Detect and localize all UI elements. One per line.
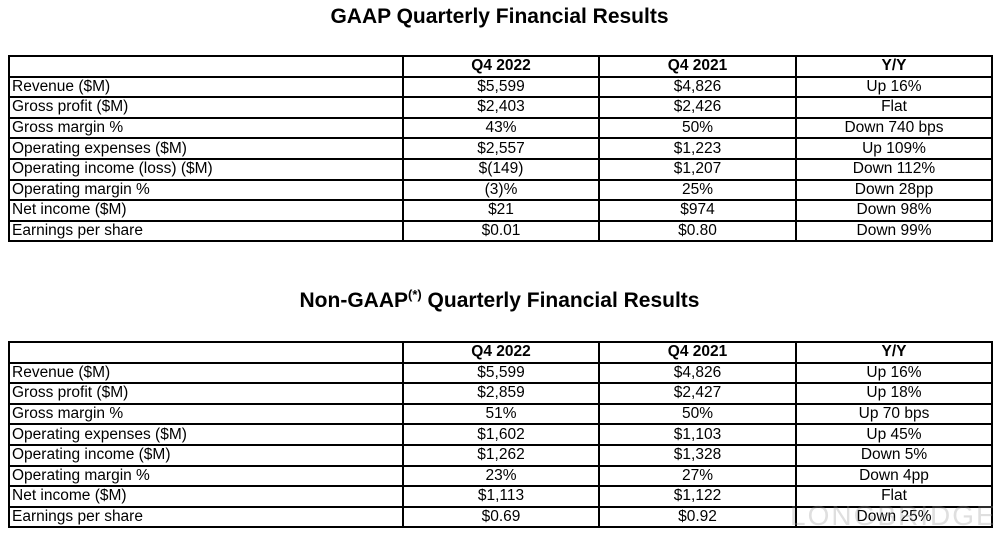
table-cell: 51% xyxy=(402,402,600,426)
column-header: Y/Y xyxy=(795,55,993,78)
non-gaap-title: Non-GAAP(*) Quarterly Financial Results xyxy=(0,287,999,313)
table-row: Operating margin % 23% 27% Down 4pp xyxy=(8,464,993,488)
header-row: Q4 2022 Q4 2021 Y/Y xyxy=(8,341,993,364)
table-cell: $2,427 xyxy=(598,382,797,405)
row-label: Net income ($M) xyxy=(8,199,404,222)
column-header: Q4 2022 xyxy=(402,55,600,78)
table-cell: Up 16% xyxy=(795,361,993,385)
table-cell: $1,103 xyxy=(598,423,797,446)
table-cell: $2,426 xyxy=(598,96,797,119)
table-cell: 25% xyxy=(598,178,797,202)
table-row: Gross profit ($M) $2,859 $2,427 Up 18% xyxy=(8,382,993,405)
table-row: Operating margin % (3)% 25% Down 28pp xyxy=(8,178,993,202)
row-label: Operating expenses ($M) xyxy=(8,137,404,160)
table-row: Revenue ($M) $5,599 $4,826 Up 16% xyxy=(8,361,993,385)
table-cell: $0.80 xyxy=(598,219,797,243)
row-label: Earnings per share xyxy=(8,219,404,243)
row-label: Operating expenses ($M) xyxy=(8,423,404,446)
title-suffix: Quarterly Financial Results xyxy=(421,289,700,312)
row-label: Net income ($M) xyxy=(8,485,404,508)
table-cell: Down 5% xyxy=(795,443,993,467)
column-header: Q4 2021 xyxy=(598,341,797,364)
table-cell: $0.92 xyxy=(598,505,797,529)
table-cell: $(149) xyxy=(402,157,600,181)
table-cell: 50% xyxy=(598,116,797,140)
column-header xyxy=(8,341,404,364)
row-label: Operating margin % xyxy=(8,464,404,488)
row-label: Gross profit ($M) xyxy=(8,382,404,405)
table-cell: $1,262 xyxy=(402,443,600,467)
row-label: Gross margin % xyxy=(8,116,404,140)
table-cell: Up 16% xyxy=(795,75,993,99)
table-cell: $21 xyxy=(402,199,600,222)
column-header: Y/Y xyxy=(795,341,993,364)
table-cell: Flat xyxy=(795,96,993,119)
table-cell: $2,859 xyxy=(402,382,600,405)
table-cell: Down 25% xyxy=(795,505,993,529)
table-cell: 50% xyxy=(598,402,797,426)
column-header: Q4 2021 xyxy=(598,55,797,78)
table-cell: $1,113 xyxy=(402,485,600,508)
table-row: Revenue ($M) $5,599 $4,826 Up 16% xyxy=(8,75,993,99)
row-label: Operating income ($M) xyxy=(8,443,404,467)
table-cell: $2,557 xyxy=(402,137,600,160)
table-cell: $0.01 xyxy=(402,219,600,243)
header-row: Q4 2022 Q4 2021 Y/Y xyxy=(8,55,993,78)
watermark: LONGBRIDGE xyxy=(790,500,997,531)
row-label: Operating margin % xyxy=(8,178,404,202)
table-cell: $5,599 xyxy=(402,75,600,99)
column-header: Q4 2022 xyxy=(402,341,600,364)
table-cell: $4,826 xyxy=(598,75,797,99)
table-row: Earnings per share $0.01 $0.80 Down 99% xyxy=(8,219,993,243)
table-cell: Up 109% xyxy=(795,137,993,160)
table-cell: Down 740 bps xyxy=(795,116,993,140)
gaap-title: GAAP Quarterly Financial Results xyxy=(330,5,669,28)
table-row: Operating expenses ($M) $1,602 $1,103 Up 45… xyxy=(8,423,993,446)
table-cell: Down 112% xyxy=(795,157,993,181)
table-cell: $0.69 xyxy=(402,505,600,529)
row-label: Gross profit ($M) xyxy=(8,96,404,119)
table-cell: Up 70 bps xyxy=(795,402,993,426)
table-row: Net income ($M) $1,113 $1,122 Flat xyxy=(8,485,993,508)
row-label: Revenue ($M) xyxy=(8,361,404,385)
table-cell: Down 99% xyxy=(795,219,993,243)
table-row: Gross profit ($M) $2,403 $2,426 Flat xyxy=(8,96,993,119)
table-cell: Down 28pp xyxy=(795,178,993,202)
row-label: Operating income (loss) ($M) xyxy=(8,157,404,181)
table-row: Gross margin % 51% 50% Up 70 bps xyxy=(8,402,993,426)
table-cell: Up 18% xyxy=(795,382,993,405)
non-gaap-table: Q4 2022 Q4 2021 Y/Y Revenue ($M) $5,599 $4,82… xyxy=(8,341,993,529)
table-row: Operating income (loss) ($M) $(149) $1,207… xyxy=(8,157,993,181)
column-header xyxy=(8,55,404,78)
row-label: Gross margin % xyxy=(8,402,404,426)
table-cell: 43% xyxy=(402,116,600,140)
table-cell: $1,122 xyxy=(598,485,797,508)
table-cell: $4,826 xyxy=(598,361,797,385)
row-label: Earnings per share xyxy=(8,505,404,529)
table-cell: $1,223 xyxy=(598,137,797,160)
table-row: Operating income ($M) $1,262 $1,328 Down 5% xyxy=(8,443,993,467)
table-cell: Up 45% xyxy=(795,423,993,446)
table-cell: $1,207 xyxy=(598,157,797,181)
table-cell: $5,599 xyxy=(402,361,600,385)
table-cell: Down 4pp xyxy=(795,464,993,488)
table-row: Operating expenses ($M) $2,557 $1,223 Up 10… xyxy=(8,137,993,160)
table-cell: $2,403 xyxy=(402,96,600,119)
table-cell: (3)% xyxy=(402,178,600,202)
gaap-table: Q4 2022 Q4 2021 Y/Y Revenue ($M) $5,599 $4,82… xyxy=(8,55,993,243)
table-row: Gross margin % 43% 50% Down 740 bps xyxy=(8,116,993,140)
table-cell: $1,328 xyxy=(598,443,797,467)
table-row: Net income ($M) $21 $974 Down 98% xyxy=(8,199,993,222)
table-cell: 27% xyxy=(598,464,797,488)
row-label: Revenue ($M) xyxy=(8,75,404,99)
title-prefix: Non-GAAP xyxy=(299,289,409,312)
table-cell: $1,602 xyxy=(402,423,600,446)
table-cell: $974 xyxy=(598,199,797,222)
table-row: Earnings per share $0.69 $0.92 Down 25% xyxy=(8,505,993,529)
title-footnote-mark: (*) xyxy=(408,287,422,302)
table-cell: 23% xyxy=(402,464,600,488)
table-cell: Down 98% xyxy=(795,199,993,222)
